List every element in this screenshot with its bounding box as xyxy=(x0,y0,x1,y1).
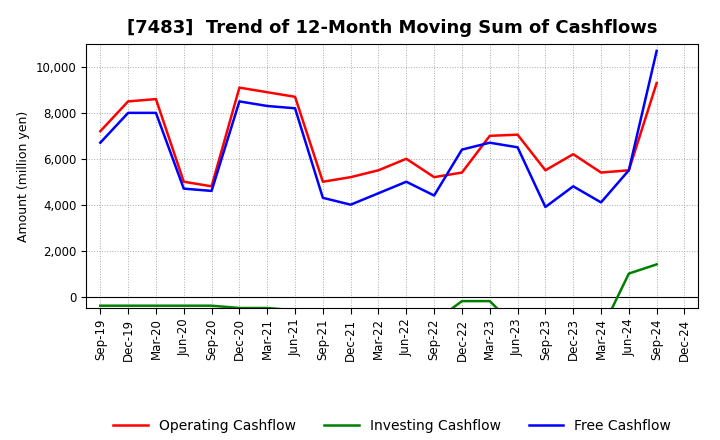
Operating Cashflow xyxy=(235,85,243,90)
Investing Cashflow xyxy=(430,319,438,324)
Operating Cashflow xyxy=(263,90,271,95)
Investing Cashflow xyxy=(485,298,494,304)
Investing Cashflow xyxy=(458,298,467,304)
Free Cashflow xyxy=(318,195,327,201)
Free Cashflow xyxy=(430,193,438,198)
Free Cashflow xyxy=(291,106,300,111)
Free Cashflow xyxy=(624,168,633,173)
Free Cashflow xyxy=(541,204,550,209)
Free Cashflow xyxy=(597,200,606,205)
Free Cashflow xyxy=(346,202,355,207)
Free Cashflow xyxy=(235,99,243,104)
Line: Investing Cashflow: Investing Cashflow xyxy=(100,264,657,333)
Operating Cashflow xyxy=(541,168,550,173)
Investing Cashflow xyxy=(263,305,271,311)
Investing Cashflow xyxy=(96,303,104,308)
Free Cashflow xyxy=(152,110,161,116)
Operating Cashflow xyxy=(458,170,467,175)
Operating Cashflow xyxy=(597,170,606,175)
Investing Cashflow xyxy=(318,315,327,320)
Free Cashflow xyxy=(207,188,216,194)
Investing Cashflow xyxy=(207,303,216,308)
Operating Cashflow xyxy=(207,183,216,189)
Line: Free Cashflow: Free Cashflow xyxy=(100,51,657,207)
Operating Cashflow xyxy=(402,156,410,161)
Free Cashflow xyxy=(652,48,661,54)
Free Cashflow xyxy=(96,140,104,145)
Operating Cashflow xyxy=(374,168,383,173)
Investing Cashflow xyxy=(179,303,188,308)
Free Cashflow xyxy=(124,110,132,116)
Operating Cashflow xyxy=(513,132,522,137)
Operating Cashflow xyxy=(96,128,104,134)
Operating Cashflow xyxy=(124,99,132,104)
Operating Cashflow xyxy=(346,175,355,180)
Investing Cashflow xyxy=(624,271,633,276)
Investing Cashflow xyxy=(513,326,522,331)
Investing Cashflow xyxy=(124,303,132,308)
Investing Cashflow xyxy=(346,319,355,324)
Free Cashflow xyxy=(179,186,188,191)
Y-axis label: Amount (million yen): Amount (million yen) xyxy=(17,110,30,242)
Investing Cashflow xyxy=(652,262,661,267)
Investing Cashflow xyxy=(597,328,606,334)
Operating Cashflow xyxy=(291,94,300,99)
Operating Cashflow xyxy=(652,81,661,86)
Operating Cashflow xyxy=(152,96,161,102)
Operating Cashflow xyxy=(430,175,438,180)
Free Cashflow xyxy=(485,140,494,145)
Operating Cashflow xyxy=(569,151,577,157)
Investing Cashflow xyxy=(402,319,410,324)
Free Cashflow xyxy=(513,145,522,150)
Free Cashflow xyxy=(402,179,410,184)
Operating Cashflow xyxy=(485,133,494,139)
Investing Cashflow xyxy=(541,330,550,336)
Investing Cashflow xyxy=(291,308,300,313)
Investing Cashflow xyxy=(569,328,577,334)
Free Cashflow xyxy=(374,191,383,196)
Investing Cashflow xyxy=(235,305,243,311)
Free Cashflow xyxy=(263,103,271,109)
Line: Operating Cashflow: Operating Cashflow xyxy=(100,83,657,186)
Investing Cashflow xyxy=(152,303,161,308)
Free Cashflow xyxy=(458,147,467,152)
Investing Cashflow xyxy=(374,319,383,324)
Legend: Operating Cashflow, Investing Cashflow, Free Cashflow: Operating Cashflow, Investing Cashflow, … xyxy=(108,413,677,438)
Operating Cashflow xyxy=(179,179,188,184)
Free Cashflow xyxy=(569,183,577,189)
Operating Cashflow xyxy=(624,168,633,173)
Title: [7483]  Trend of 12-Month Moving Sum of Cashflows: [7483] Trend of 12-Month Moving Sum of C… xyxy=(127,19,657,37)
Operating Cashflow xyxy=(318,179,327,184)
